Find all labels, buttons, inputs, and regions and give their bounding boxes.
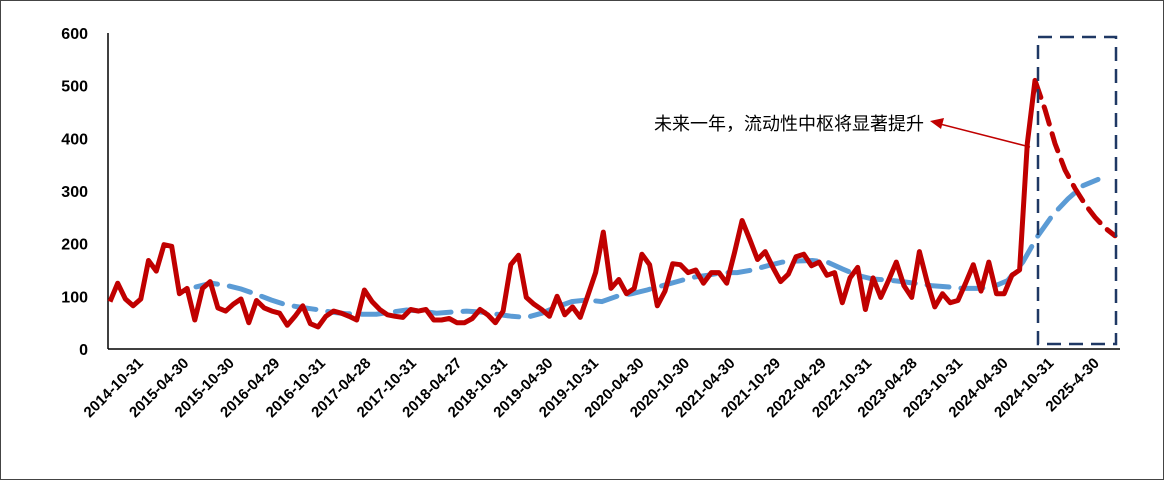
annotation-arrow-head	[930, 118, 944, 129]
x-axis-ticks: 2014-10-312015-04-302015-10-302016-04-29…	[81, 355, 1103, 421]
annotation-arrow	[939, 123, 1031, 148]
series-main	[107, 80, 1038, 330]
y-axis-ticks: 0 100 200 300 400 500 600	[61, 26, 88, 359]
y-tick-label: 200	[61, 237, 88, 254]
forecast-highlight-box	[1036, 35, 1118, 346]
y-tick-label: 600	[61, 26, 88, 43]
y-tick-label: 0	[79, 342, 88, 359]
y-tick-label: 400	[61, 131, 88, 148]
series-dashed-trend	[193, 176, 1101, 320]
y-tick-label: 500	[61, 79, 88, 96]
series-dashed-forecast	[1032, 77, 1118, 239]
y-tick-label: 300	[61, 184, 88, 201]
annotation-text: 未来一年，流动性中枢将显著提升	[654, 114, 924, 135]
y-tick-label: 100	[61, 289, 88, 306]
